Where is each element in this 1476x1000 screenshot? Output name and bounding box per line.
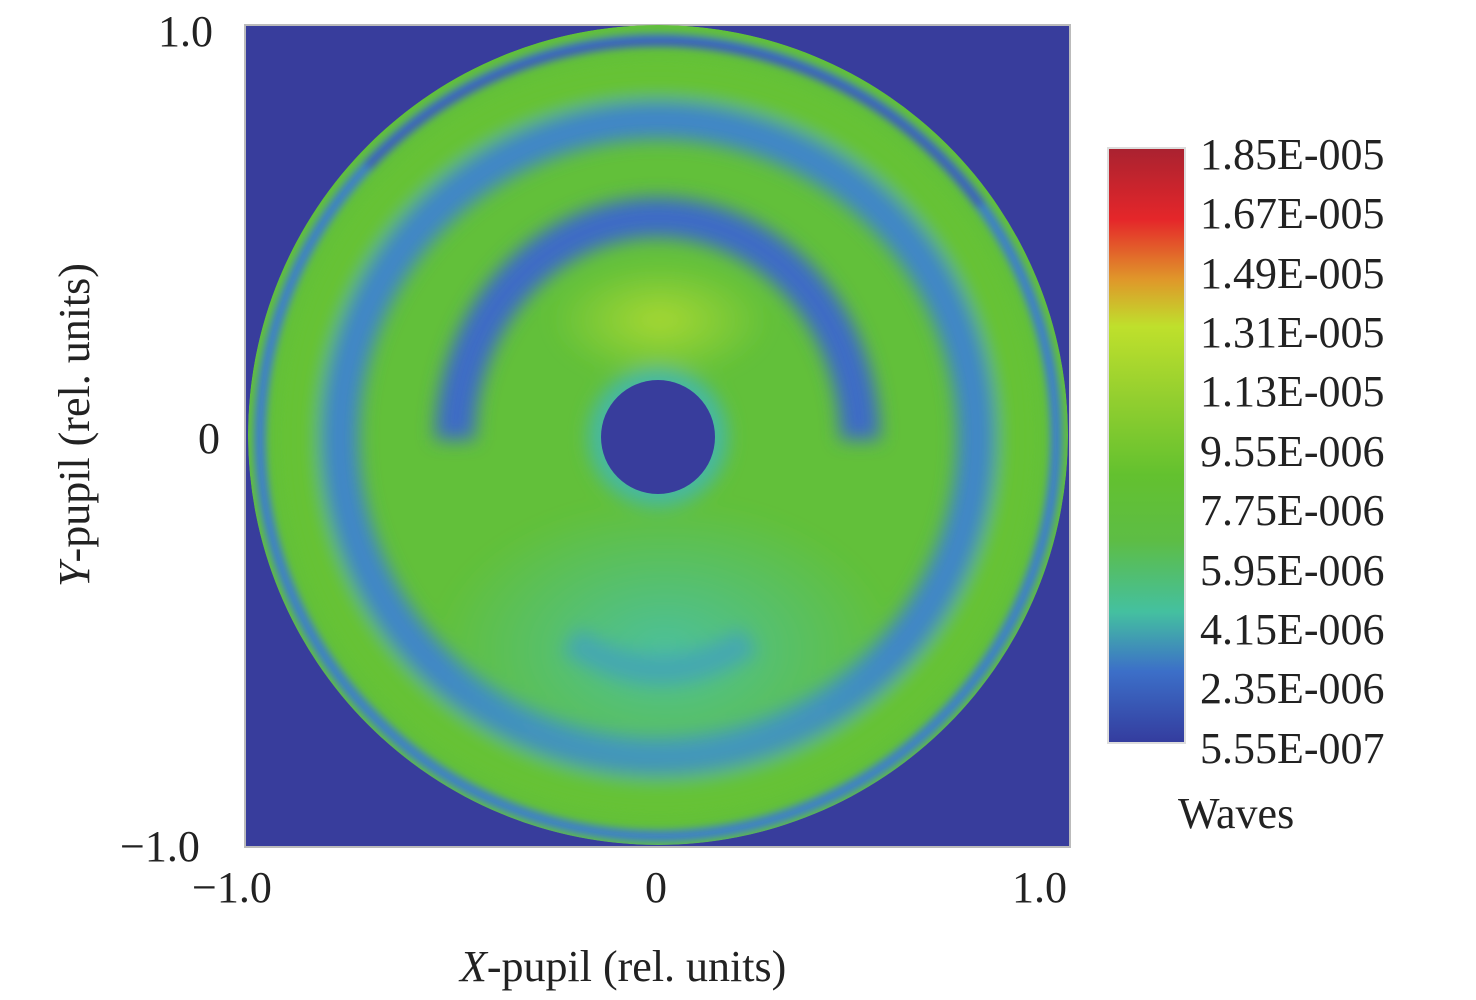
y-tick-label: −1.0 (120, 822, 200, 871)
y-axis-label-text: -pupil (rel. units) (50, 263, 99, 563)
colorbar-tick-label: 2.35E-006 (1200, 664, 1385, 713)
x-axis-var: X (460, 942, 487, 991)
colorbar-tick-label: 9.55E-006 (1200, 427, 1385, 476)
colorbar-tick-label: 1.67E-005 (1200, 189, 1385, 238)
colorbar-tick-label: 5.55E-007 (1200, 724, 1385, 773)
colorbar-tick-label: 7.75E-006 (1200, 486, 1385, 535)
colorbar-tick-label: 1.85E-005 (1200, 130, 1385, 179)
y-axis-var: Y (50, 562, 99, 587)
x-tick-label: 1.0 (1012, 863, 1067, 912)
colorbar-tick-label: 5.95E-006 (1200, 546, 1385, 595)
colorbar-label: Waves (1178, 789, 1295, 838)
colorbar-tick-label: 4.15E-006 (1200, 605, 1385, 654)
colorbar-tick-label: 1.13E-005 (1200, 367, 1385, 416)
x-tick-label: 0 (645, 863, 667, 912)
colorbar-tick-label: 1.31E-005 (1200, 308, 1385, 357)
x-axis-label: X-pupil (rel. units) (460, 945, 786, 989)
colorbar (1107, 147, 1186, 744)
central-obscuration (601, 380, 715, 494)
colorbar-tick-label: 1.49E-005 (1200, 249, 1385, 298)
pupil-map (248, 25, 1068, 845)
y-tick-label: 0 (198, 414, 220, 463)
y-axis-label: Y-pupil (rel. units) (50, 263, 99, 587)
x-tick-label: −1.0 (192, 863, 272, 912)
x-axis-label-text: -pupil (rel. units) (486, 942, 787, 991)
y-tick-label: 1.0 (158, 7, 213, 56)
